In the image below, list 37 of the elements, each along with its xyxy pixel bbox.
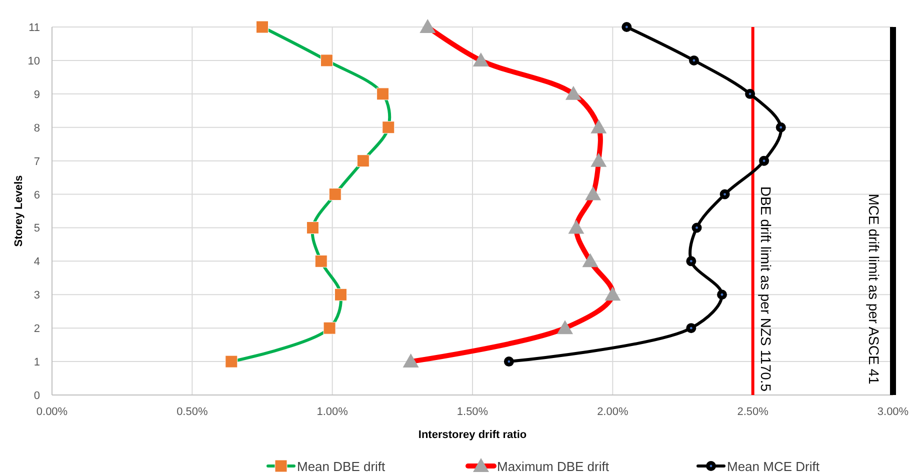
x-tick-label: 3.00% xyxy=(877,406,909,418)
legend-label: Maximum DBE drift xyxy=(497,459,610,474)
y-tick-label: 5 xyxy=(34,222,40,235)
y-tick-label: 4 xyxy=(34,256,40,268)
point xyxy=(688,55,699,66)
y-tick-label: 9 xyxy=(34,88,40,101)
point xyxy=(686,323,696,334)
point xyxy=(759,156,770,166)
x-tick-label: 0.50% xyxy=(176,406,208,418)
y-tick-label: 11 xyxy=(28,22,40,34)
y-tick-label: 6 xyxy=(34,189,40,202)
ref-line-label: DBE drift limit as per NZS 1170.5 xyxy=(758,186,774,392)
x-tick-label: 2.50% xyxy=(737,406,769,418)
y-tick-label: 0 xyxy=(34,390,40,402)
y-tick-label: 8 xyxy=(34,122,40,134)
ref-line-label: MCE drift limit as per ASCE 41 xyxy=(866,194,882,385)
y-tick-label: 10 xyxy=(28,55,40,68)
x-tick-label: 2.00% xyxy=(597,406,628,418)
x-axis-title: Interstorey drift ratio xyxy=(418,429,527,441)
point xyxy=(716,290,727,300)
point xyxy=(504,356,514,367)
legend-label: Mean MCE Drift xyxy=(727,459,820,474)
y-axis-title: Storey Levels xyxy=(13,175,25,247)
y-tick-label: 1 xyxy=(34,356,40,369)
legend-label: Mean DBE drift xyxy=(297,459,386,474)
y-tick-label: 2 xyxy=(34,323,40,336)
y-tick-label: 7 xyxy=(34,156,40,168)
x-tick-label: 1.50% xyxy=(456,406,488,418)
x-tick-label: 0.00% xyxy=(36,406,68,418)
point xyxy=(622,22,632,32)
x-tick-label: 1.00% xyxy=(316,406,348,418)
y-tick-label: 3 xyxy=(34,290,40,302)
point xyxy=(776,122,786,132)
point xyxy=(692,222,702,233)
point xyxy=(686,256,696,266)
point xyxy=(745,88,756,99)
point xyxy=(720,189,730,200)
